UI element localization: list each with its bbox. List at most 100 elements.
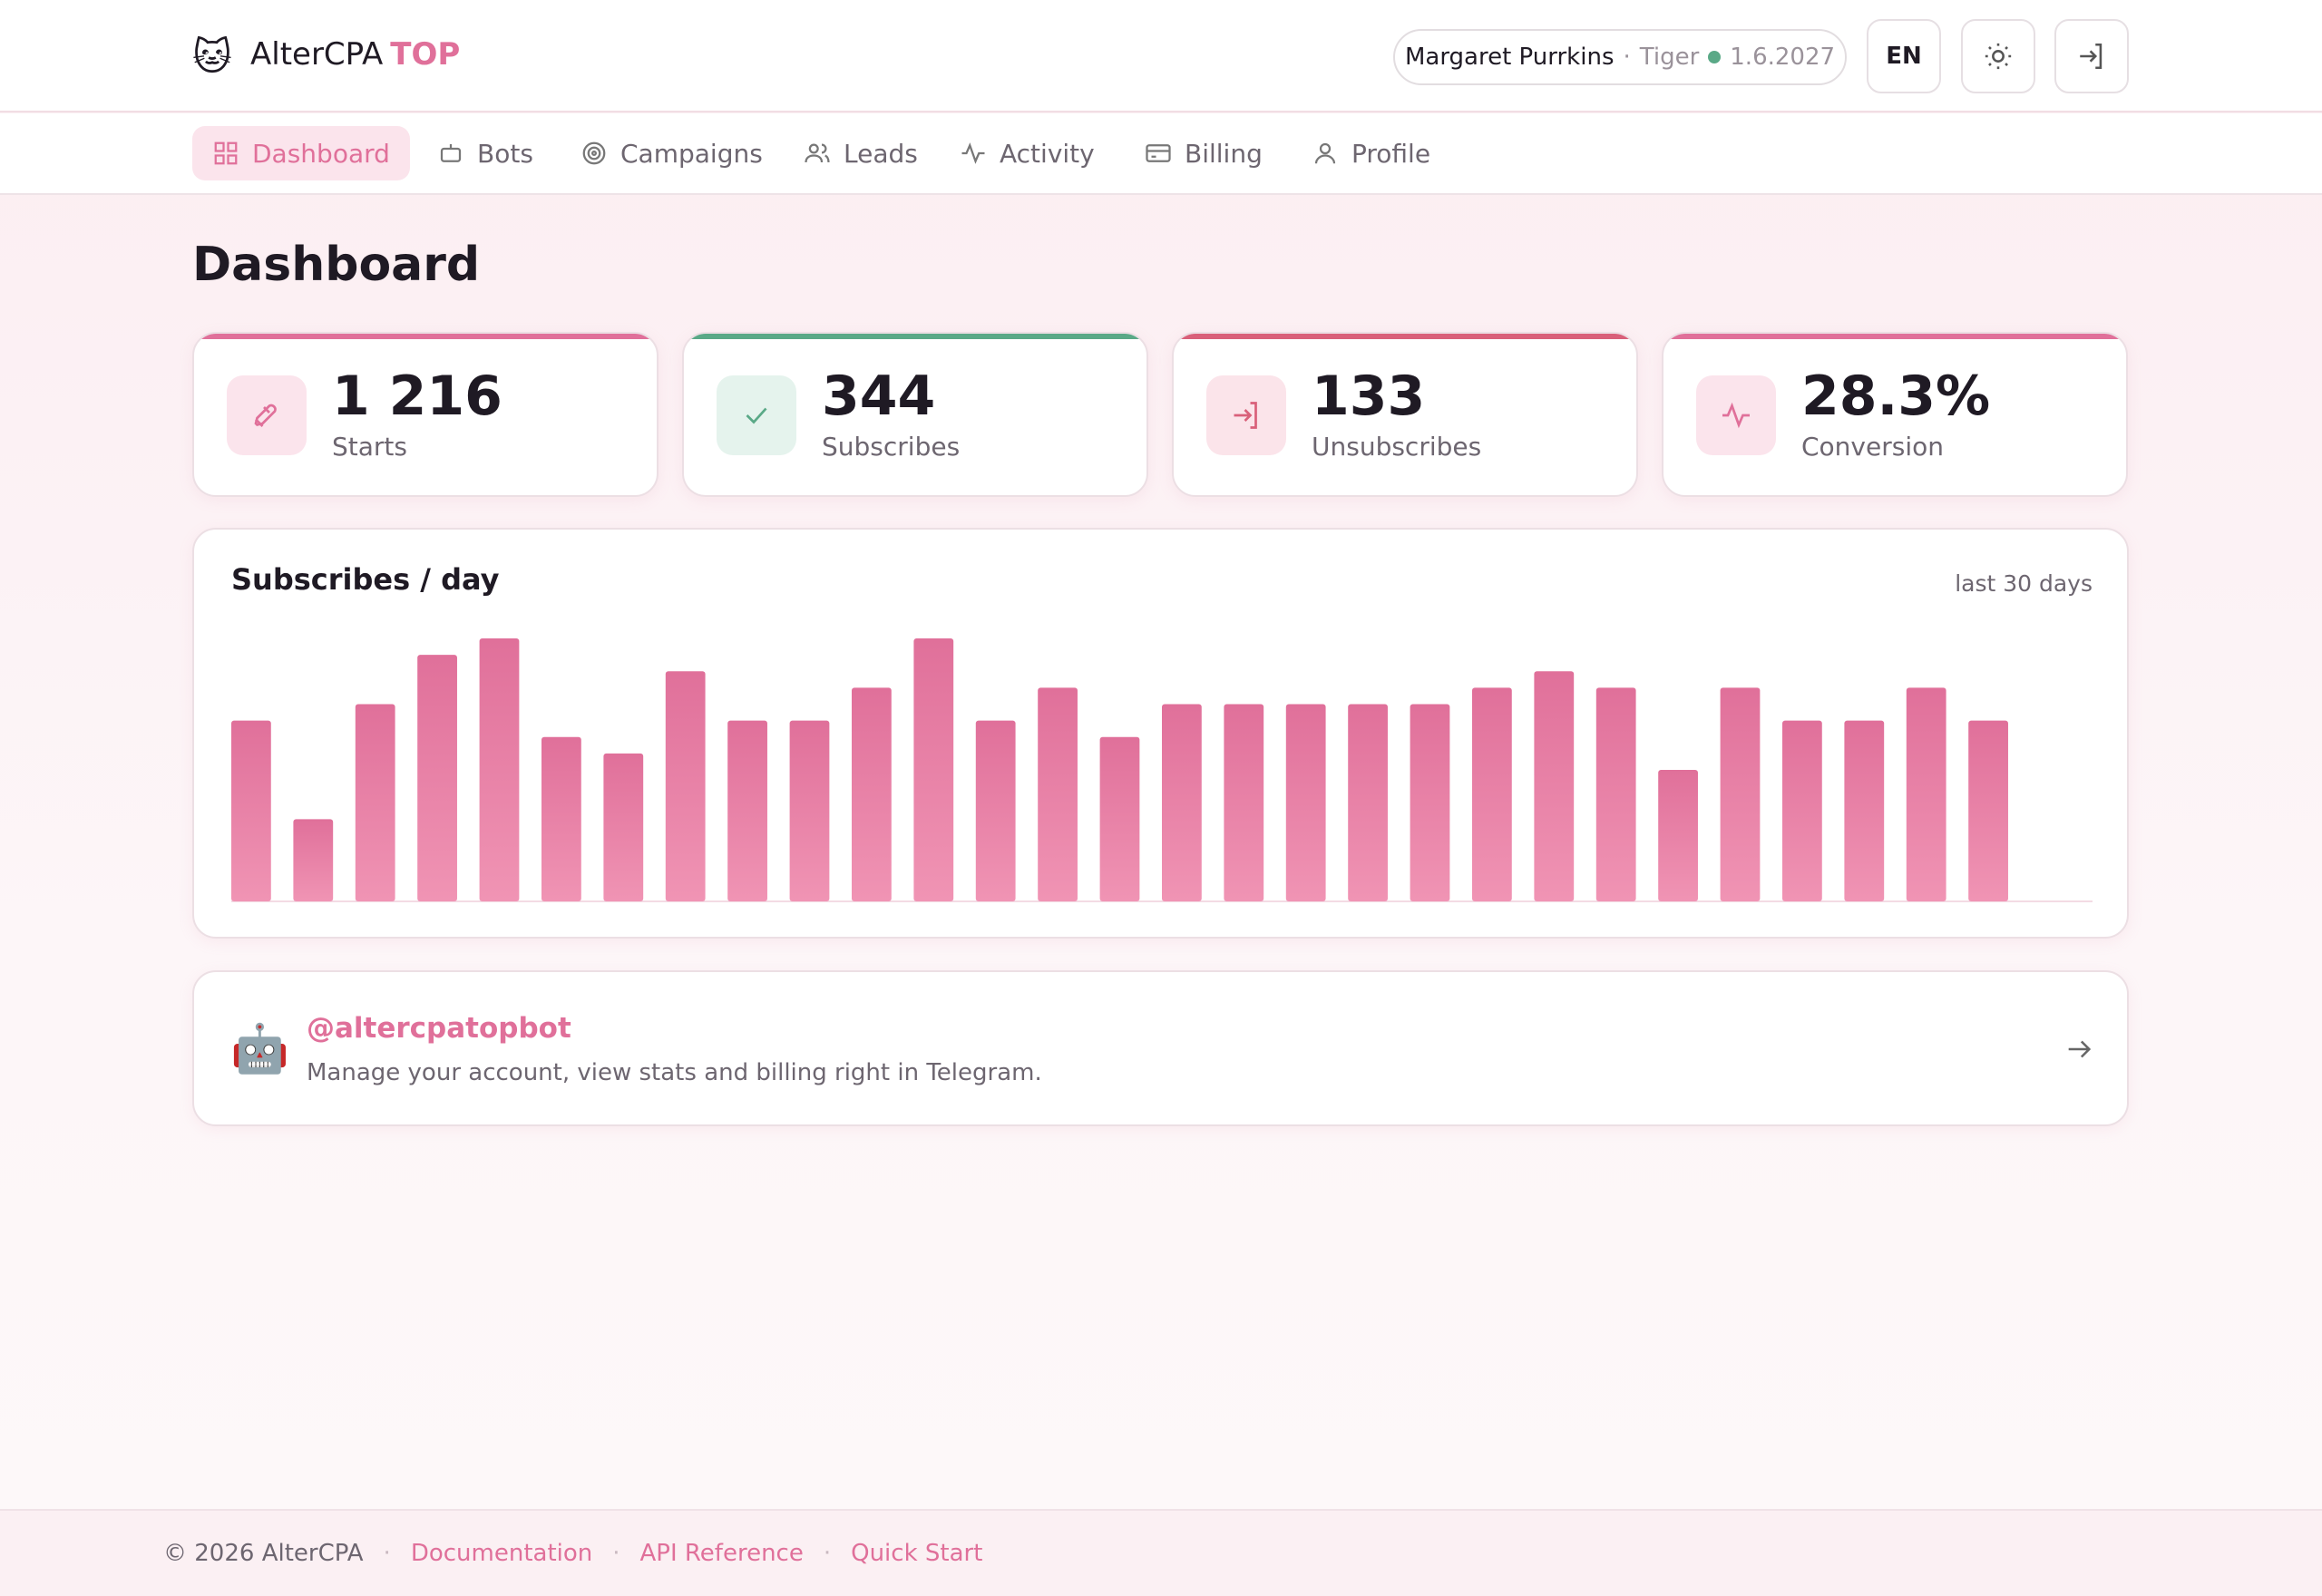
footer-link[interactable]: Documentation (410, 1540, 593, 1567)
stat-card: 28.3% Conversion (1662, 332, 2128, 497)
bar (1285, 704, 1326, 901)
bot-icon: 🤖 (230, 1022, 289, 1076)
stat-label: Starts (332, 432, 407, 462)
stat-card: 1 216 Starts (192, 332, 659, 497)
stat-label: Unsubscribes (1312, 432, 1482, 462)
nav-item[interactable]: Activity (940, 126, 1115, 180)
nav-label: Campaigns (620, 138, 763, 169)
bar (1534, 671, 1575, 901)
footer-link[interactable]: API Reference (639, 1540, 804, 1567)
nav-icon (961, 142, 985, 164)
nav-label: Dashboard (252, 138, 390, 169)
bar (1844, 720, 1885, 901)
nav-label: Bots (477, 138, 533, 169)
user-name: Margaret Purrkins (1404, 44, 1615, 71)
bar (1348, 704, 1388, 901)
nav-icon (214, 141, 238, 165)
stat-icon (1206, 375, 1286, 455)
bar (1162, 704, 1202, 901)
stat-glyph (1234, 402, 1257, 429)
bar (1720, 687, 1761, 901)
bar (231, 720, 271, 901)
bot-description: Manage your account, view stats and bill… (307, 1059, 1042, 1086)
header: 🐱 AlterCPA TOP Margaret Purrkins · Tiger … (0, 0, 2322, 112)
logout-button[interactable] (2054, 19, 2129, 93)
stat-label: Conversion (1801, 432, 1944, 462)
separator: · (383, 1540, 391, 1567)
bot-handle: @altercpatopbot (307, 1012, 571, 1045)
copyright: © 2026 AlterCPA (163, 1540, 364, 1567)
nav-item[interactable]: Dashboard (192, 126, 410, 180)
user-pill[interactable]: Margaret Purrkins · Tiger 1.6.2027 (1393, 29, 1847, 85)
nav-item[interactable]: Billing (1125, 126, 1283, 180)
chart-title: Subscribes / day (231, 562, 500, 597)
stat-icon (1696, 375, 1776, 455)
separator: · (823, 1540, 832, 1567)
stat-value: 1 216 (332, 365, 502, 428)
bar (1472, 687, 1512, 901)
sun-icon (1985, 43, 2012, 70)
stat-accent (1663, 334, 2126, 339)
stat-icon (717, 375, 796, 455)
nav-icon (440, 144, 462, 162)
brand-accent: TOP (390, 36, 461, 73)
nav-icon (805, 143, 830, 163)
stat-accent (684, 334, 1146, 339)
brand[interactable]: AlterCPA TOP (250, 36, 460, 73)
bar (1658, 770, 1698, 901)
bar (665, 671, 706, 901)
separator: · (612, 1540, 620, 1567)
bar (1224, 704, 1264, 901)
bar (975, 720, 1016, 901)
stat-glyph (254, 404, 277, 427)
status-dot (1708, 51, 1722, 63)
bar (1906, 687, 1946, 901)
bar (1099, 736, 1140, 901)
bar (417, 655, 457, 901)
nav-bar: Dashboard Bots Campaigns Leads Activity Billi… (0, 113, 2322, 195)
bar (1595, 687, 1636, 901)
stat-card: 133 Unsubscribes (1172, 332, 1638, 497)
bar (1782, 720, 1822, 901)
nav-icon (1314, 142, 1336, 164)
bar (1038, 687, 1078, 901)
stat-glyph (746, 407, 767, 424)
stat-icon (227, 375, 307, 455)
stat-card: 344 Subscribes (682, 332, 1148, 497)
footer: © 2026 AlterCPA · Documentation · API Refer… (0, 1509, 2322, 1596)
arrow-icon (2068, 1040, 2092, 1058)
stat-accent (194, 334, 657, 339)
nav-icon (1146, 144, 1171, 162)
nav-item[interactable]: Profile (1292, 126, 1450, 180)
nav-label: Billing (1185, 138, 1263, 169)
bar (913, 638, 954, 901)
separator: · (1623, 44, 1631, 71)
nav-label: Profile (1351, 138, 1431, 169)
footer-link[interactable]: Quick Start (851, 1540, 983, 1567)
bar (541, 736, 581, 901)
nav-icon (582, 141, 606, 165)
stat-label: Subscribes (822, 432, 961, 462)
chart: Subscribes / day last 30 days (231, 562, 2093, 902)
logout-icon (2080, 43, 2102, 70)
bar (603, 753, 644, 901)
bar (1968, 720, 2008, 901)
theme-button[interactable] (1961, 19, 2035, 93)
bar (852, 687, 892, 901)
bar (355, 704, 395, 901)
nav-item[interactable]: Bots (417, 126, 553, 180)
nav-label: Activity (1000, 138, 1095, 169)
stat-accent (1174, 334, 1636, 339)
stat-value: 28.3% (1801, 365, 1991, 428)
nav-item[interactable]: Campaigns (561, 126, 783, 180)
nav-item[interactable]: Leads (784, 126, 938, 180)
bar (293, 819, 334, 901)
language-button[interactable]: EN (1867, 19, 1941, 93)
stat-value: 344 (822, 365, 936, 428)
bar (789, 720, 830, 901)
bot-card[interactable]: 🤖 @altercpatopbot Manage your account, v… (192, 970, 2129, 1126)
bar (1410, 704, 1450, 901)
logo[interactable]: 🐱 (192, 34, 232, 79)
